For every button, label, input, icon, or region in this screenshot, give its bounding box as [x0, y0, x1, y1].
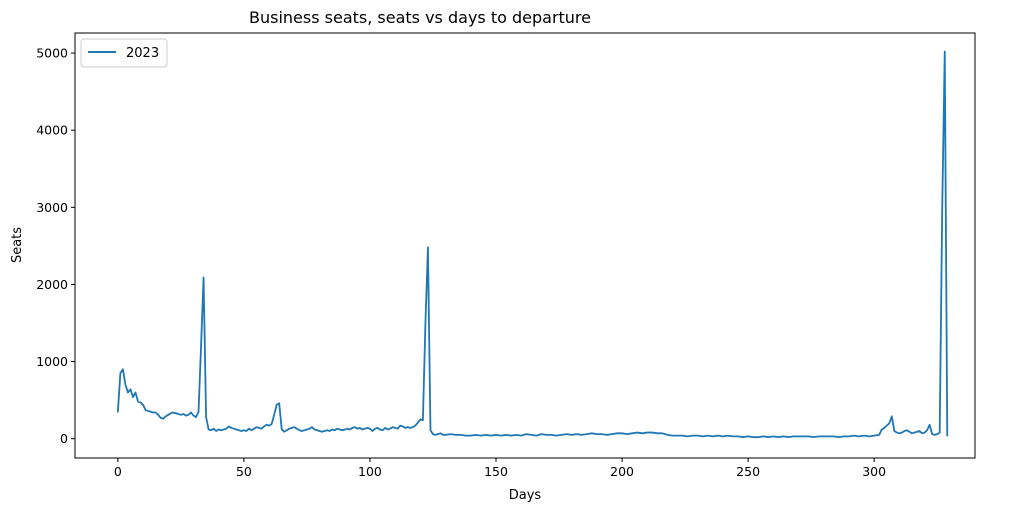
- chart-title: Business seats, seats vs days to departu…: [249, 8, 591, 27]
- x-tick-label: 150: [484, 464, 508, 479]
- legend-label: 2023: [126, 46, 159, 61]
- plot-frame: [74, 32, 976, 459]
- y-tick-label: 0: [60, 431, 68, 446]
- x-tick-label: 300: [862, 464, 886, 479]
- legend: 2023: [80, 38, 168, 68]
- x-tick-label: 250: [736, 464, 760, 479]
- x-axis: 0 50 100 150 200 250 300: [114, 458, 886, 479]
- y-axis: 0 1000 2000 3000 4000 5000: [36, 46, 75, 446]
- x-tick-label: 200: [610, 464, 634, 479]
- x-tick-label: 0: [114, 464, 122, 479]
- y-tick-label: 2000: [36, 277, 68, 292]
- series-line-2023: [116, 50, 949, 439]
- x-tick-label: 50: [236, 464, 252, 479]
- x-tick-label: 100: [358, 464, 382, 479]
- y-tick-label: 3000: [36, 200, 68, 215]
- y-axis-label: Seats: [10, 227, 25, 263]
- y-tick-label: 1000: [36, 354, 68, 369]
- plot-area: [116, 50, 949, 439]
- y-tick-label: 4000: [36, 123, 68, 138]
- y-tick-label: 5000: [36, 46, 68, 61]
- legend-box: [80, 38, 168, 68]
- x-axis-label: Days: [509, 488, 542, 503]
